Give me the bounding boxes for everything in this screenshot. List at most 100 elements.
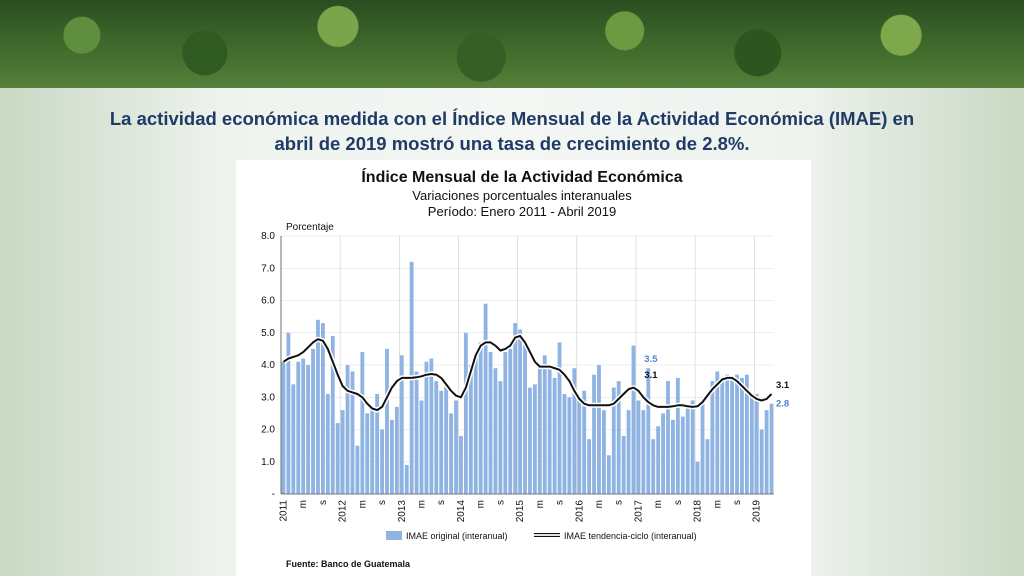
x-tick-label: s [732,500,743,505]
bar [434,381,439,494]
bar [606,455,611,494]
y-tick-label: 1.0 [261,457,275,468]
bar [350,371,355,494]
x-tick-label: s [377,500,388,505]
x-tick-label: 2011 [279,500,290,522]
bar [306,365,311,494]
bar [454,400,458,494]
bar [562,394,567,494]
bar [725,374,730,494]
bar [769,403,774,494]
bar [375,394,380,494]
x-tick-label: s [673,500,684,505]
legend-label-original: IMAE original (interanual) [406,531,508,541]
y-tick-label: 8.0 [261,231,275,242]
bar [547,365,552,494]
data-label: 3.1 [776,380,790,391]
bar [439,390,444,494]
bar [508,348,513,494]
bar [330,335,335,494]
bar [671,419,675,494]
bar [641,410,646,494]
x-tick-label: m [298,500,309,508]
y-tick-label: 3.0 [261,392,275,403]
bar [503,352,508,494]
bar [695,461,700,494]
slide-headline: La actividad económica medida con el Índ… [109,108,915,154]
chart-title: Índice Mensual de la Actividad Económica [361,167,682,186]
chart-source: Fuente: Banco de Guatemala [286,559,411,569]
bar [355,445,360,494]
bar [601,410,606,494]
bar [385,348,389,494]
bar [449,413,454,494]
bar [424,361,429,494]
bar [690,400,695,494]
chart-subtitle: Variaciones porcentuales interanuales [412,188,632,203]
data-label: 3.5 [644,354,658,365]
bar [340,410,345,494]
bar [764,410,769,494]
bar [542,355,547,494]
bar [735,374,739,494]
x-tick-label: 2019 [752,500,763,523]
x-tick-label: 2016 [574,500,585,523]
bar [518,329,523,494]
bar [675,377,680,494]
x-tick-label: s [318,500,329,505]
x-tick-label: 2012 [338,500,349,523]
x-tick-label: s [436,500,447,505]
bar [296,361,301,494]
data-label: 2.8 [776,399,789,410]
bar [498,381,503,494]
bar [345,365,350,494]
bar [316,319,320,494]
bar [523,342,527,494]
chart-figure: Índice Mensual de la Actividad Económica… [236,160,811,576]
bar [429,358,434,494]
x-tick-label: m [535,500,546,508]
x-tick-label: s [614,500,625,505]
bar [656,426,661,494]
bar [291,384,296,494]
bar [661,413,665,494]
bar [651,439,656,494]
trend-line [282,335,773,412]
bar [621,435,626,494]
bar [537,365,542,494]
bar [730,377,735,494]
bar [463,332,468,494]
bar [513,323,518,494]
bar [611,387,616,494]
bar [582,390,587,494]
bar [700,403,705,494]
bar [286,332,291,494]
bar [616,381,621,494]
bar [281,361,286,494]
x-tick-label: m [357,500,368,508]
bar [680,416,685,494]
x-tick-label: 2018 [693,500,704,523]
bar [685,406,690,494]
bar [572,368,577,494]
bar [335,423,340,494]
chart-period: Período: Enero 2011 - Abril 2019 [428,204,616,219]
legend-swatch-bars [386,531,402,540]
bar [631,345,636,494]
bar [360,352,365,494]
bar [705,439,710,494]
bar [636,400,641,494]
bar [459,435,463,494]
bar [483,303,488,494]
x-tick-label: m [417,500,428,508]
bar [370,406,375,494]
bar [365,413,370,494]
bar [666,381,670,494]
bar [414,371,419,494]
bar [301,358,306,494]
bar [715,371,720,494]
bar [311,348,315,494]
bar [399,355,404,494]
bar [754,394,759,494]
bar [577,400,582,494]
